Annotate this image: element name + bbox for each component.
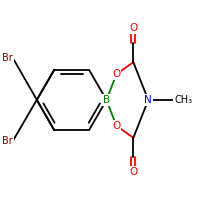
Text: CH₃: CH₃ — [174, 95, 192, 105]
Text: O: O — [129, 167, 137, 177]
Text: N: N — [144, 95, 152, 105]
Text: O: O — [129, 23, 137, 33]
Text: Br: Br — [2, 136, 13, 146]
Text: O: O — [112, 121, 121, 131]
Text: O: O — [112, 69, 121, 79]
Text: B: B — [103, 95, 110, 105]
Text: Br: Br — [2, 53, 13, 63]
